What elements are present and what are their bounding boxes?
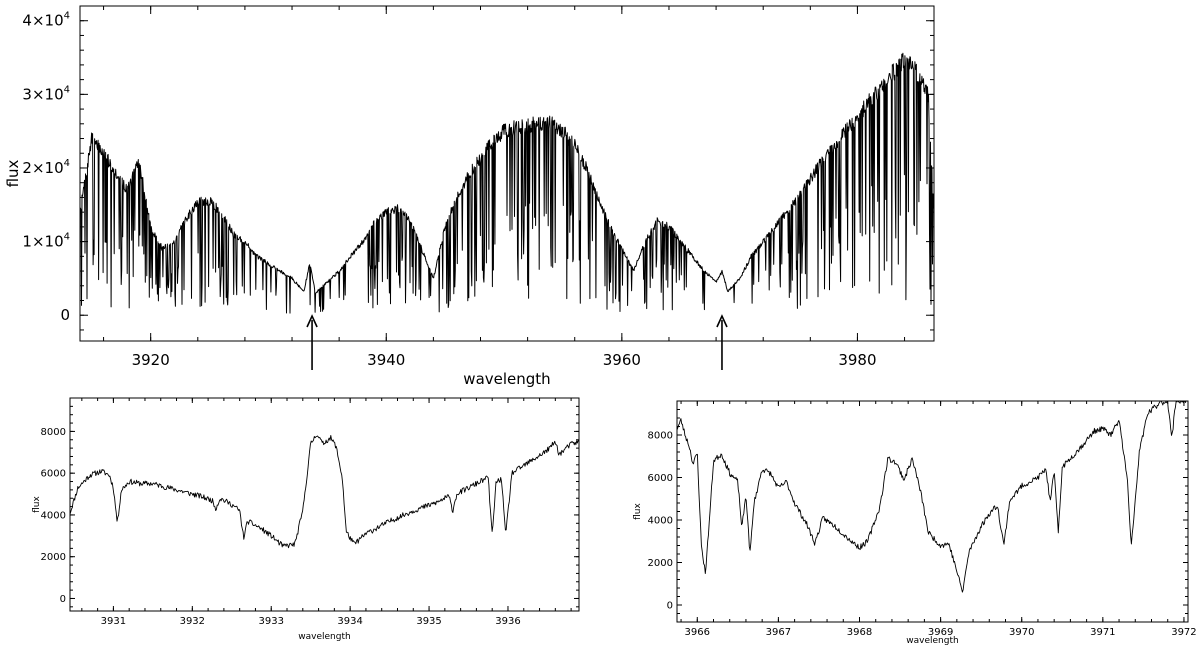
y-axis-label: flux [4, 159, 22, 187]
x-tick-label: 3931 [101, 616, 126, 627]
y-tick-label: 6000 [648, 473, 673, 484]
plot-frame [69, 397, 580, 612]
y-axis-label: flux [32, 495, 42, 512]
y-tick-label: 1×104 [22, 232, 70, 251]
y-axis-label: flux [633, 502, 643, 519]
x-tick-label: 3968 [847, 627, 872, 638]
y-tick-label: 8000 [648, 431, 673, 442]
x-tick-label: 3934 [337, 616, 362, 627]
x-tick-label: 3932 [180, 616, 205, 627]
chart-main: 3920 3940 3960 3980 0 1×104 2×104 3×104 4×104 wav… [4, 5, 935, 388]
y-tick-label: 8000 [41, 427, 66, 438]
x-tick-label: 3936 [495, 616, 520, 627]
x-tick-label: 3969 [928, 627, 953, 638]
y-tick-label: 2000 [41, 552, 66, 563]
x-tick-label: 3967 [766, 627, 791, 638]
x-tick-label: 3920 [132, 351, 170, 369]
y-tick-label: 2×104 [22, 158, 70, 177]
y-tick-exponent: 4 [64, 158, 70, 169]
x-axis-label: wavelength [906, 636, 958, 646]
y-tick-label: 2000 [648, 558, 673, 569]
arrow-head [716, 314, 728, 328]
y-tick-exponent: 4 [64, 84, 70, 95]
x-tick-label: 3935 [416, 616, 441, 627]
chart-zoom-k: 3931 3932 3933 3934 3935 3936 0 2000 4000 6000 800… [32, 397, 580, 642]
chart-zoom-h: 3966 3967 3968 3969 3970 3971 3972 0 2000 4000 600… [633, 400, 1197, 646]
y-tick-label: 4000 [648, 516, 673, 527]
arrow-marker [306, 314, 318, 370]
spectrum-line-zoom-k [70, 435, 579, 549]
x-tick-label: 3980 [838, 351, 876, 369]
y-tick-label: 0 [60, 306, 70, 324]
x-axis-label: wavelength [463, 370, 550, 388]
plot-frame [79, 5, 935, 342]
x-tick-label: 3970 [1009, 627, 1034, 638]
y-tick-exponent: 4 [64, 11, 70, 22]
arrow-head [306, 314, 318, 328]
arrow-marker [716, 314, 728, 370]
y-tick-label: 4000 [41, 510, 66, 521]
x-tick-label: 3960 [603, 351, 641, 369]
x-axis-label: wavelength [298, 632, 350, 642]
x-tick-label: 3972 [1171, 627, 1196, 638]
x-tick-label: 3940 [367, 351, 405, 369]
spectrum-line-zoom-h [677, 401, 1187, 593]
x-tick-label: 3933 [259, 616, 284, 627]
x-tick-label: 3966 [685, 627, 710, 638]
spectrum-line-main [80, 52, 934, 314]
y-tick-label: 0 [667, 601, 673, 612]
y-tick-label: 0 [60, 594, 66, 605]
x-tick-label: 3971 [1090, 627, 1115, 638]
y-tick-exponent: 4 [64, 232, 70, 243]
y-tick-label: 6000 [41, 469, 66, 480]
y-tick-label: 3×104 [22, 84, 70, 103]
y-tick-label: 4×104 [22, 11, 70, 30]
